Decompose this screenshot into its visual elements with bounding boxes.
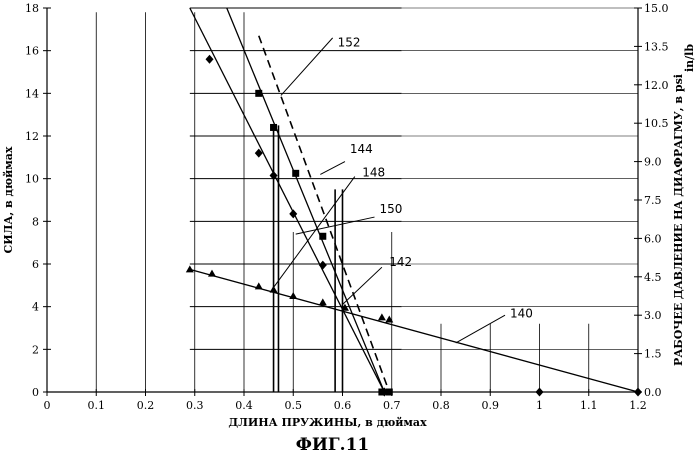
triangle-marker bbox=[254, 282, 263, 290]
y2-tick-label: 3.0 bbox=[644, 309, 662, 322]
triangle-marker bbox=[318, 298, 327, 306]
y2-tick-label: 0.0 bbox=[644, 386, 662, 399]
figure-caption: ФИГ.11 bbox=[296, 435, 370, 453]
x-tick-label: 0.8 bbox=[432, 399, 450, 412]
square-marker bbox=[292, 169, 300, 177]
triangle-marker bbox=[207, 269, 216, 277]
x-tick-label: 0.2 bbox=[137, 399, 155, 412]
triangle-marker bbox=[385, 315, 394, 323]
y-tick-label: 8 bbox=[32, 215, 39, 228]
series-markers bbox=[185, 54, 642, 397]
y-tick-label: 16 bbox=[25, 45, 39, 58]
x-tick-label: 1 bbox=[536, 399, 543, 412]
x-tick-label: 0.4 bbox=[235, 399, 253, 412]
leader-152 bbox=[280, 37, 334, 96]
leader-150 bbox=[295, 216, 375, 235]
callout-label-148: 148 bbox=[362, 166, 385, 180]
callout-label-142: 142 bbox=[389, 255, 412, 269]
leader-140 bbox=[455, 314, 506, 344]
y-tick-label: 12 bbox=[25, 130, 39, 143]
series-line-triangle bbox=[189, 268, 639, 393]
x-tick-label: 0.3 bbox=[186, 399, 204, 412]
leader-144 bbox=[320, 161, 346, 175]
y2-tick-label: 9.0 bbox=[644, 156, 662, 169]
y-tick-label: 14 bbox=[25, 87, 39, 100]
y-tick-label: 6 bbox=[32, 258, 39, 271]
y2-tick-label: 7.5 bbox=[644, 194, 662, 207]
square-marker bbox=[385, 388, 393, 396]
diamond-marker bbox=[205, 54, 214, 64]
y2-tick-label: 10.5 bbox=[644, 117, 669, 130]
diamond-marker bbox=[254, 148, 263, 158]
diamond-marker bbox=[535, 387, 544, 397]
callout-label-144: 144 bbox=[350, 142, 373, 156]
y2-tick-label: 6.0 bbox=[644, 232, 662, 245]
y-tick-label: 2 bbox=[32, 343, 39, 356]
y-tick-label: 0 bbox=[32, 386, 39, 399]
leader-148 bbox=[273, 176, 356, 288]
grid-layer bbox=[95, 7, 639, 392]
y2-axis-unit: in/lb bbox=[683, 44, 696, 72]
square-marker bbox=[319, 232, 327, 240]
x-tick-label: 0.1 bbox=[88, 399, 106, 412]
y2-tick-label: 15.0 bbox=[644, 2, 669, 15]
triangle-marker bbox=[185, 265, 194, 273]
square-marker bbox=[255, 89, 263, 97]
y-tick-label: 18 bbox=[25, 2, 39, 15]
y2-axis-title: РАБОЧЕЕ ДАВЛЕНИЕ НА ДИАФРАГМУ, в psi bbox=[672, 74, 685, 366]
x-tick-label: 1.1 bbox=[580, 399, 598, 412]
x-tick-label: 1.2 bbox=[629, 399, 647, 412]
y-tick-label: 10 bbox=[25, 173, 39, 186]
callout-label-152: 152 bbox=[338, 35, 361, 49]
square-marker bbox=[270, 123, 278, 131]
diamond-marker bbox=[269, 170, 278, 180]
diamond-marker bbox=[634, 387, 642, 397]
callout-leaders bbox=[273, 37, 506, 344]
y2-tick-label: 13.5 bbox=[644, 40, 669, 53]
callout-label-150: 150 bbox=[379, 202, 402, 216]
triangle-marker bbox=[289, 292, 298, 299]
reference-vertical-lines bbox=[272, 125, 344, 392]
y2-tick-label: 4.5 bbox=[644, 271, 662, 284]
leader-142 bbox=[342, 266, 383, 305]
y2-tick-label: 12.0 bbox=[644, 79, 669, 92]
diamond-marker bbox=[318, 260, 327, 270]
y2-tick-label: 1.5 bbox=[644, 348, 662, 361]
triangle-marker bbox=[377, 313, 386, 321]
triangle-marker bbox=[340, 303, 349, 311]
callout-label-140: 140 bbox=[510, 306, 533, 320]
series-line-diamond bbox=[189, 7, 385, 393]
x-axis-title: ДЛИНА ПРУЖИНЫ, в дюймах bbox=[228, 416, 427, 429]
diamond-marker bbox=[289, 209, 298, 219]
y-axis-title: СИЛА, в дюймах bbox=[2, 146, 15, 253]
x-tick-label: 0 bbox=[44, 399, 51, 412]
y-tick-label: 4 bbox=[32, 301, 39, 314]
square-marker bbox=[378, 388, 386, 396]
series-line-square bbox=[226, 7, 385, 393]
x-tick-label: 0.7 bbox=[383, 399, 401, 412]
x-tick-label: 0.6 bbox=[334, 399, 352, 412]
triangle-marker bbox=[269, 285, 278, 293]
x-tick-label: 0.9 bbox=[482, 399, 500, 412]
series-lines bbox=[189, 7, 639, 393]
series-line-none bbox=[258, 35, 391, 393]
x-tick-label: 0.5 bbox=[285, 399, 303, 412]
